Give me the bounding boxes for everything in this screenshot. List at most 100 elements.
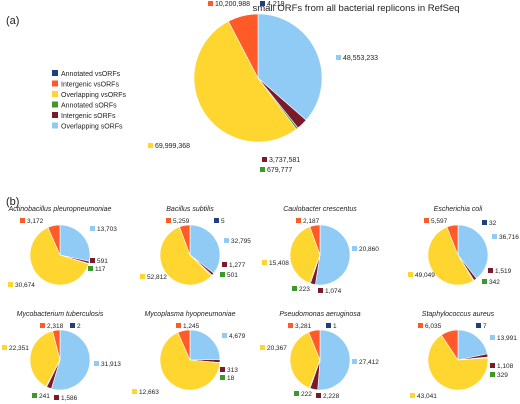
pie-slice-overlapping-vsorfs [193,20,297,143]
data-label-swatch [352,246,357,251]
data-label-swatch [424,218,429,223]
data-label: 32,795 [231,238,251,245]
data-label-swatch [54,395,59,400]
data-label-swatch [352,359,357,364]
pie-slice-overlapping-sorfs [189,329,221,361]
pie-slice-overlapping-vsorfs [159,332,221,391]
data-label: 313 [227,367,238,374]
data-label: 43,041 [417,393,437,400]
pie-slice-intergenic-vsorfs [440,329,459,361]
pie-8: Staphylococcus aureus 7 13,991 1,108 329 43,0… [410,311,517,400]
data-label: 222 [301,391,312,398]
data-label-swatch [316,393,321,398]
data-label: 1,074 [325,288,342,295]
pie-slice-overlapping-sorfs [51,329,91,391]
data-label-swatch [32,393,37,398]
data-label-swatch [140,274,145,279]
pie-slice-overlapping-sorfs [457,329,488,361]
data-label: 13,991 [497,335,517,342]
pie-slice-overlapping-sorfs [189,224,221,274]
data-label-swatch [482,220,487,225]
data-label: 20,860 [359,246,379,253]
data-label: 7 [483,323,487,330]
data-label: 13,703 [97,226,117,233]
data-label-swatch [224,238,229,243]
legend-swatch-annotated-vsorfs [52,70,58,76]
data-label: 1 [333,323,337,330]
pie-slice-intergenic-vsorfs [227,13,259,79]
data-label-swatch [476,323,481,328]
legend-label-overlapping-vsorfs: Overlapping vsORFs [61,92,126,99]
data-label: 10,200,988 [215,1,250,8]
data-label: 31,913 [101,361,121,368]
pie-title: Mycoplasma hyopneumoniae [144,311,235,318]
legend-swatch-intergenic-sorfs [52,112,58,118]
pie-slice-intergenic-vsorfs [47,224,61,256]
panel-a-label: (a) [6,15,19,27]
pie-title: Actinobacillus pleuropneumoniae [8,206,112,213]
pie-title: Staphylococcus aureus [422,311,495,318]
legend-label-intergenic-sorfs: Intergenic sORFs [61,113,116,120]
pie-slice-intergenic-vsorfs [52,329,61,361]
data-label: 32 [489,220,497,227]
data-label-swatch [296,218,301,223]
data-label: 591 [97,258,108,265]
data-label: 342 [489,279,500,286]
data-label: 2,228 [323,393,340,400]
pie-slice-overlapping-vsorfs [427,226,474,286]
pie-slice-overlapping-vsorfs [159,226,212,286]
data-label-swatch [260,1,265,6]
data-label: 12,663 [139,389,159,396]
pie-slice-overlapping-sorfs [457,224,489,280]
data-label-swatch [220,367,225,372]
pie-title: Caulobacter crescentus [283,206,357,213]
data-label-swatch [214,218,219,223]
data-label: 49,049 [415,272,435,279]
data-label-swatch [490,372,495,377]
data-label-swatch [70,323,75,328]
data-label: 1,108 [497,363,514,370]
data-label-swatch [20,218,25,223]
data-label: 5 [221,218,225,225]
pie-slice-intergenic-vsorfs [177,329,191,361]
data-label-swatch [408,272,413,277]
data-label: 223 [299,286,310,293]
data-label: 27,412 [359,359,379,366]
data-label: 2 [77,323,81,330]
data-label: 4,679 [229,333,246,340]
legend-swatch-overlapping-sorfs [52,122,58,129]
data-label: 30,674 [15,282,35,289]
pie-slice-overlapping-vsorfs [427,334,489,391]
pie-slice-intergenic-vsorfs [179,224,191,256]
data-label: 2,187 [303,218,320,225]
data-label: 22,351 [9,345,29,352]
data-label: 69,999,368 [155,143,190,150]
pie-5: Mycobacterium tuberculosis 2 31,913 1,586 24… [2,311,121,402]
panel-b-label: (b) [6,196,19,208]
data-label-swatch [318,288,323,293]
data-label-swatch [176,323,181,328]
data-label: 1,586 [61,395,78,402]
pie-slice-intergenic-vsorfs [308,329,321,361]
data-label-swatch [220,272,225,277]
data-label-swatch [492,234,497,239]
pie-7: Pseudomonas aeruginosa 1 27,412 2,228 222 20,… [260,311,379,400]
data-label-swatch [220,375,225,380]
data-label-swatch [410,393,415,398]
data-label: 501 [227,272,238,279]
pie-slice-overlapping-sorfs [315,224,351,286]
data-label-swatch [260,167,265,172]
legend-swatch-intergenic-vsorfs [52,80,58,87]
data-label: 15,408 [269,260,289,267]
data-label-swatch [294,391,299,396]
data-label-swatch [326,323,331,328]
data-label-swatch [2,345,7,350]
data-label-swatch [490,335,495,340]
pie-slice-overlapping-sorfs [257,13,323,121]
legend-label-intergenic-vsorfs: Intergenic vsORFs [61,82,119,89]
data-label-swatch [292,286,297,291]
data-label-swatch [148,143,153,148]
data-label-swatch [94,361,99,366]
